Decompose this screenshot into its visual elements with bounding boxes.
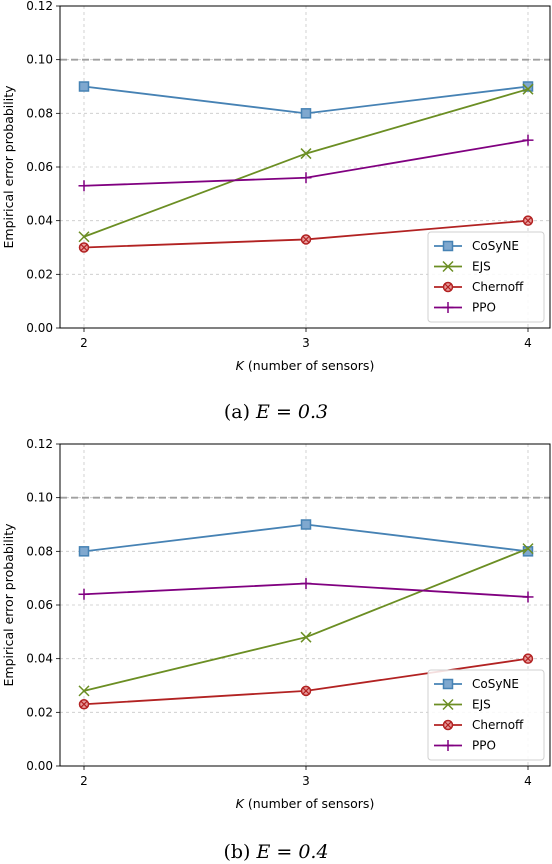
data-point-cosyne — [522, 81, 534, 92]
legend-box — [427, 231, 545, 323]
legend-marker-ejs-stroke-2 — [442, 698, 454, 711]
data-point-ejs-stroke-2 — [522, 83, 534, 95]
data-point-ejs-stroke-2 — [522, 543, 534, 555]
data-point-chernoff — [300, 685, 312, 697]
legend-marker-chernoff — [442, 281, 454, 293]
x-tick-label: 4 — [524, 774, 532, 788]
x-axis-label-text: (number of sensors) — [244, 358, 374, 373]
data-point-ppo — [522, 134, 534, 146]
data-point-cosyne — [78, 546, 90, 557]
data-point-chernoff — [78, 699, 90, 710]
data-point-cosyne — [300, 108, 312, 119]
data-point-chernoff-stroke-2 — [524, 655, 532, 663]
data-point-ejs — [522, 83, 534, 95]
x-axis-label: K (number of sensors) — [236, 796, 375, 811]
data-point-cosyne — [300, 519, 312, 530]
legend-marker-cosyne — [442, 678, 454, 690]
x-tick-label: 4 — [524, 336, 532, 350]
data-point-ppo — [78, 588, 90, 600]
data-point-ppo — [300, 172, 312, 184]
caption-math: E = 0.4 — [255, 841, 328, 863]
y-tick-label: 0.12 — [26, 437, 53, 451]
figure-caption: (b) E = 0.4 — [223, 841, 328, 863]
data-point-ppo — [78, 180, 90, 192]
legend-label-ejs: EJS — [472, 260, 491, 274]
y-tick-label: 0.10 — [26, 491, 53, 505]
data-point-ejs-stroke-2 — [300, 148, 312, 160]
y-tick-label: 0.00 — [26, 759, 53, 773]
chart-panel-b: 0.00 0.02 0.04 0.06 0.08 0.10 0.12 2 3 4 CoSyNE EJS… — [1, 437, 551, 863]
legend-marker-ppo — [442, 302, 454, 313]
x-tick-label: 2 — [80, 774, 88, 788]
x-axis-label-variable: K — [236, 796, 246, 811]
data-point-chernoff — [522, 653, 534, 664]
legend: CoSyNE EJS Chernoff PPO — [427, 669, 545, 761]
data-point-ejs-stroke-2 — [78, 231, 90, 243]
data-point-ejs — [300, 631, 312, 643]
y-axis-label: Empirical error probability — [1, 523, 16, 687]
data-point-ejs — [300, 148, 312, 160]
legend: CoSyNE EJS Chernoff PPO — [427, 231, 545, 323]
y-tick-label: 0.06 — [26, 598, 53, 612]
y-tick-label: 0.12 — [26, 0, 53, 13]
caption-math: E = 0.3 — [255, 401, 328, 423]
data-point-chernoff-stroke-2 — [302, 687, 310, 695]
data-point-ejs-stroke-2 — [78, 685, 90, 697]
legend-label-ejs: EJS — [472, 698, 491, 712]
y-tick-label: 0.08 — [26, 106, 53, 120]
data-point-chernoff-stroke-2 — [80, 243, 88, 252]
y-axis-label: Empirical error probability — [1, 85, 16, 249]
legend-marker-ppo — [442, 740, 454, 751]
legend-marker-ejs — [442, 260, 454, 273]
legend-box — [427, 669, 545, 761]
legend-marker-chernoff-stroke-2 — [444, 283, 452, 291]
data-point-chernoff — [78, 242, 90, 253]
legend-marker-ejs — [442, 698, 454, 711]
data-point-ejs — [78, 685, 90, 697]
y-tick-label: 0.08 — [26, 544, 53, 558]
plot-frame — [59, 5, 551, 329]
y-tick-label: 0.04 — [26, 214, 53, 228]
legend-label-ppo: PPO — [472, 301, 496, 315]
legend-label-ppo: PPO — [472, 739, 496, 753]
data-point-ejs — [78, 231, 90, 243]
plot-frame — [59, 443, 551, 767]
legend-label-cosyne: CoSyNE — [472, 239, 519, 253]
data-point-chernoff-stroke-2 — [524, 217, 532, 225]
y-tick-label: 0.04 — [26, 652, 53, 666]
y-tick-label: 0.00 — [26, 321, 53, 335]
data-point-ppo — [300, 578, 312, 590]
legend-label-cosyne: CoSyNE — [472, 677, 519, 691]
data-point-ppo — [522, 591, 534, 603]
x-tick-label: 3 — [302, 774, 310, 788]
x-axis-label-text: (number of sensors) — [244, 796, 374, 811]
legend-label-chernoff: Chernoff — [472, 718, 524, 732]
x-axis-label: K (number of sensors) — [236, 358, 375, 373]
chart-panel-a: 0.00 0.02 0.04 0.06 0.08 0.10 0.12 2 3 4 CoSyNE EJS… — [1, 0, 551, 423]
data-point-chernoff-stroke-2 — [80, 700, 88, 708]
legend-marker-chernoff — [442, 719, 454, 731]
x-tick-label: 2 — [80, 336, 88, 350]
data-point-chernoff — [300, 234, 312, 245]
caption-label: (a) — [224, 401, 256, 423]
x-tick-label: 3 — [302, 336, 310, 350]
y-tick-label: 0.02 — [26, 267, 53, 281]
figure-caption: (a) E = 0.3 — [224, 401, 328, 423]
y-tick-label: 0.10 — [26, 53, 53, 67]
y-tick-label: 0.06 — [26, 160, 53, 174]
legend-marker-cosyne — [442, 240, 454, 252]
legend-label-chernoff: Chernoff — [472, 280, 524, 294]
data-point-ejs — [522, 543, 534, 555]
y-tick-label: 0.02 — [26, 705, 53, 719]
x-axis-label-variable: K — [236, 358, 246, 373]
data-point-cosyne — [78, 81, 90, 92]
data-point-chernoff — [522, 215, 534, 226]
caption-label: (b) — [223, 841, 256, 863]
data-point-chernoff-stroke-2 — [302, 235, 310, 244]
data-point-ejs-stroke-2 — [300, 631, 312, 643]
legend-marker-ejs-stroke-2 — [442, 260, 454, 273]
legend-marker-chernoff-stroke-2 — [444, 721, 452, 729]
